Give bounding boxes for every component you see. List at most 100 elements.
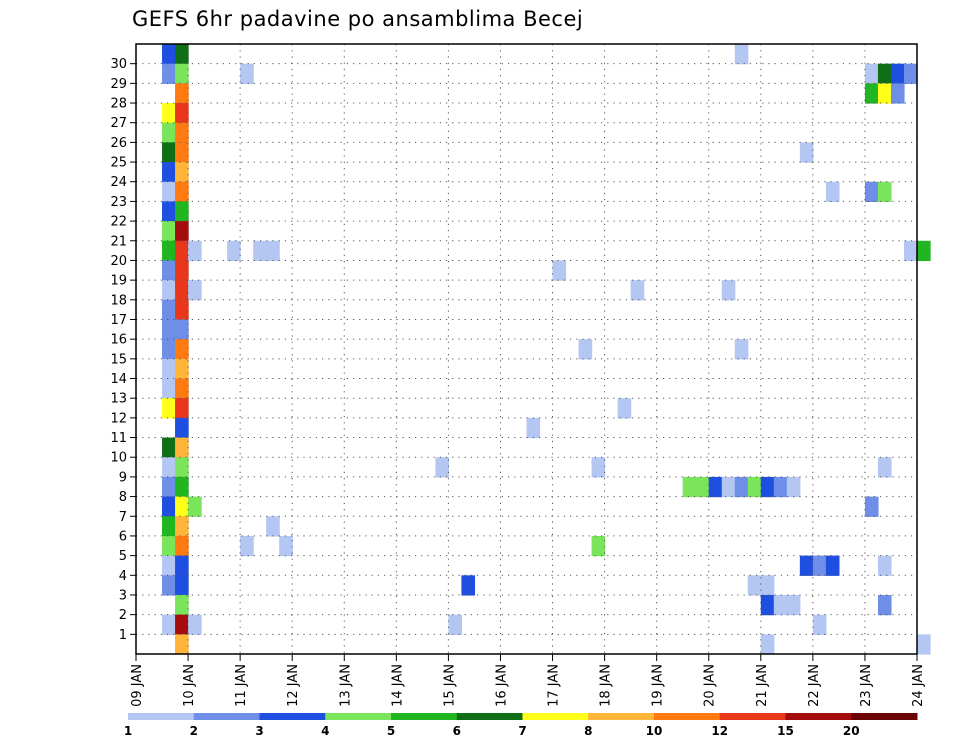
x-tick-label: 21 JAN [755, 664, 770, 707]
heatmap-cell [825, 555, 840, 576]
x-tick-label: 15 JAN [442, 664, 457, 707]
heatmap-cell [162, 378, 176, 399]
x-tick-label: 14 JAN [390, 664, 405, 707]
heatmap-cell [175, 575, 189, 596]
colorbar-label: 20 [843, 724, 860, 738]
heatmap-cell [760, 476, 775, 498]
heatmap-cell [162, 358, 176, 380]
heatmap-cell [162, 240, 176, 262]
x-tick-label: 20 JAN [703, 664, 718, 707]
heatmap-cell [864, 83, 879, 104]
colorbar-label: 15 [777, 724, 794, 738]
heatmap-cell [162, 516, 176, 537]
colorbar-label: 10 [646, 724, 663, 738]
colorbar-label: 2 [190, 724, 198, 738]
heatmap-cell [175, 162, 189, 183]
y-tick-label: 17 [110, 313, 127, 328]
heatmap-cell [175, 516, 189, 537]
heatmap-cell [162, 339, 176, 360]
y-tick-label: 30 [110, 57, 127, 72]
heatmap-cell [175, 437, 189, 458]
heatmap-cell [734, 339, 749, 360]
colorbar-swatch [851, 713, 918, 720]
heatmap-cell [760, 594, 775, 616]
heatmap-cell [279, 535, 293, 557]
heatmap-cell [188, 496, 202, 517]
colorbar-swatch [719, 713, 786, 720]
heatmap-cell [175, 476, 189, 498]
heatmap-cell [188, 614, 202, 635]
heatmap-cell [461, 575, 476, 596]
heatmap-cell [175, 339, 189, 360]
heatmap-cell [747, 575, 762, 596]
heatmap-cell [162, 614, 176, 635]
heatmap-cell [175, 83, 189, 104]
x-tick-label: 23 JAN [859, 664, 874, 707]
y-tick-label: 2 [119, 608, 127, 623]
heatmap-cell [227, 240, 241, 262]
y-tick-label: 21 [110, 234, 127, 249]
heatmap-cell [162, 457, 176, 478]
heatmap-cell [175, 280, 189, 301]
y-tick-label: 13 [110, 392, 127, 407]
heatmap-cell [240, 535, 254, 557]
colorbar-label: 4 [321, 724, 329, 738]
heatmap-cell [162, 280, 176, 301]
y-tick-label: 28 [110, 97, 127, 112]
heatmap-cell [864, 63, 879, 84]
heatmap-cell [162, 260, 176, 281]
colorbar-swatch [785, 713, 852, 720]
x-tick-label: 22 JAN [807, 664, 822, 707]
y-tick-label: 20 [110, 254, 127, 269]
y-tick-label: 23 [110, 195, 127, 210]
heatmap-cell [812, 555, 827, 576]
heatmap-cell [877, 594, 892, 616]
heatmap-cell [877, 63, 892, 84]
y-tick-label: 15 [110, 352, 127, 367]
heatmap-cell [825, 181, 840, 203]
heatmap-cell [552, 260, 567, 281]
heatmap-cell [175, 378, 189, 399]
colorbar-label: 6 [453, 724, 461, 738]
colorbar-swatch [522, 713, 589, 720]
plot-area: 1234567891011121314151617181920212223242… [110, 43, 931, 707]
heatmap-cell [786, 594, 801, 616]
heatmap-cell [708, 476, 723, 498]
heatmap-cell [786, 476, 801, 498]
heatmap-cell [162, 299, 176, 321]
heatmap-cell [799, 142, 814, 163]
heatmap-cell [734, 44, 749, 65]
heatmap-cell [864, 181, 879, 203]
heatmap-cell [162, 142, 176, 163]
x-tick-label: 11 JAN [234, 664, 249, 707]
y-tick-label: 24 [110, 175, 127, 190]
heatmap-cell [175, 299, 189, 321]
x-tick-label: 17 JAN [547, 664, 562, 707]
heatmap-cell [175, 496, 189, 517]
y-tick-label: 18 [110, 293, 127, 308]
y-tick-label: 12 [110, 411, 127, 426]
heatmap-cell [760, 575, 775, 596]
heatmap-cell [266, 240, 280, 262]
heatmap-cell [721, 476, 736, 498]
heatmap-cell [630, 280, 645, 301]
heatmap-cell [162, 122, 176, 143]
colorbar-label: 8 [584, 724, 592, 738]
heatmap-cell [175, 142, 189, 163]
x-tick-label: 12 JAN [286, 664, 301, 707]
y-tick-label: 1 [119, 628, 127, 643]
y-tick-label: 3 [119, 588, 127, 603]
heatmap-cell [799, 555, 814, 576]
heatmap-cell [760, 634, 775, 655]
heatmap-cell [175, 398, 189, 419]
heatmap-cell [578, 339, 593, 360]
y-tick-label: 8 [119, 490, 127, 505]
heatmap-cell [721, 280, 736, 301]
heatmap-cell [877, 555, 892, 576]
colorbar-swatch [456, 713, 523, 720]
heatmap-cell [162, 496, 176, 517]
colorbar-label: 12 [711, 724, 728, 738]
colorbar-label: 7 [518, 724, 526, 738]
heatmap-cell [917, 240, 931, 262]
